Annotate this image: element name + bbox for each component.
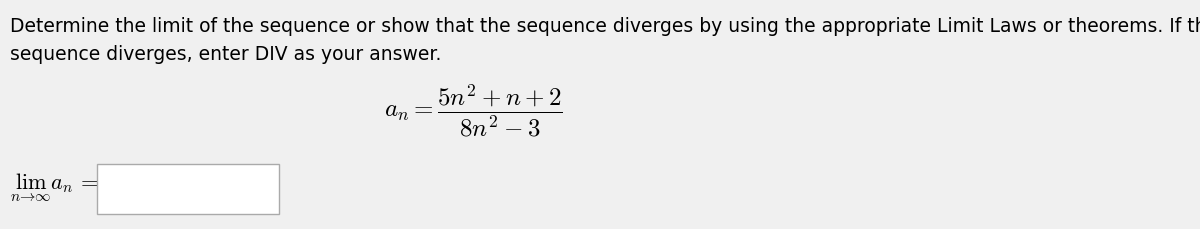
Text: Determine the limit of the sequence or show that the sequence diverges by using : Determine the limit of the sequence or s… [11, 17, 1200, 64]
Text: $\lim_{n \to \infty} a_n =$: $\lim_{n \to \infty} a_n =$ [11, 171, 98, 203]
FancyBboxPatch shape [97, 164, 278, 214]
Text: $a_n = \dfrac{5n^2 + n + 2}{8n^2 - 3}$: $a_n = \dfrac{5n^2 + n + 2}{8n^2 - 3}$ [384, 82, 563, 138]
